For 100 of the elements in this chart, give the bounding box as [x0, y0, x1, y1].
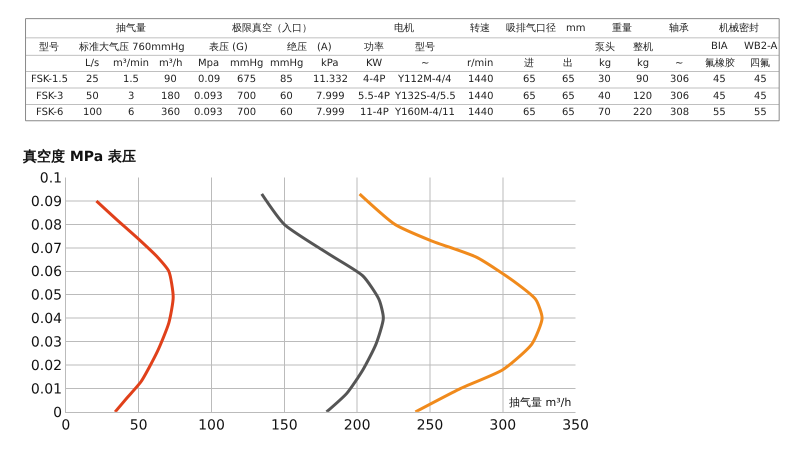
text: mmHg: [270, 58, 304, 69]
text: ~: [675, 58, 684, 69]
text: 65: [562, 74, 575, 85]
text: 308: [670, 107, 690, 118]
text: 绝压 (A): [287, 42, 332, 53]
text: 60: [280, 107, 293, 118]
x-tick-label: 50: [130, 418, 148, 434]
text: 重量: [612, 23, 632, 34]
x-tick-label: 200: [344, 418, 371, 434]
y-tick-label: 0.06: [30, 264, 62, 280]
x-tick-label: 300: [489, 418, 516, 434]
text: 型号: [415, 42, 435, 53]
text: 转速: [470, 23, 490, 34]
text: 出: [563, 58, 573, 69]
text: 45: [754, 74, 767, 85]
text: ~: [421, 58, 430, 69]
text: m³/h: [159, 58, 182, 69]
y-tick-label: 0: [53, 404, 62, 421]
x-tick-label: 150: [270, 418, 298, 434]
line-series: [358, 192, 544, 412]
text: 100: [83, 107, 102, 118]
text: 6: [128, 107, 134, 118]
y-tick-label: 0.05: [30, 288, 62, 304]
text: 7.999: [316, 91, 345, 102]
text: 65: [523, 74, 536, 85]
text: 700: [237, 91, 256, 102]
text: 电机: [394, 23, 414, 34]
text: 吸排气口径 mm: [506, 23, 586, 34]
text: m³/min: [113, 58, 149, 69]
text: 65: [562, 91, 575, 102]
text: 表压 (G): [209, 42, 248, 53]
text: r/min: [467, 58, 494, 69]
line-series: [260, 192, 385, 412]
text: 型号: [39, 42, 59, 53]
text: 55: [754, 107, 767, 118]
text: 30: [598, 74, 611, 85]
text: kg: [599, 58, 612, 69]
y-tick-label: 0.02: [30, 358, 62, 374]
x-tick-label: 100: [198, 418, 225, 434]
text: 306: [670, 91, 690, 102]
y-tick-label: 0.07: [30, 240, 62, 257]
text: 氟橡胶: [705, 58, 735, 69]
text: 11-4P: [360, 107, 389, 118]
y-tick-label: 0.08: [30, 217, 62, 234]
text: 轴承: [669, 23, 689, 34]
text: 1.5: [123, 74, 139, 85]
text: 40: [598, 91, 611, 102]
x-axis-title: 抽气量 m³/h: [509, 396, 572, 409]
text: 70: [598, 107, 611, 118]
y-tick-label: 0.03: [30, 334, 62, 351]
text: 45: [713, 74, 726, 85]
line-series: [94, 200, 175, 412]
text: 65: [523, 107, 536, 118]
text: 1440: [468, 74, 494, 85]
text: Y160M-4/11: [395, 107, 455, 118]
text: mmHg: [230, 58, 264, 69]
text: 180: [161, 91, 180, 102]
text: FSK-3: [36, 91, 64, 102]
text: 90: [164, 74, 177, 85]
text: KW: [366, 58, 382, 69]
text: 45: [713, 91, 726, 102]
x-tick-label: 350: [562, 418, 589, 434]
text: 抽气量: [116, 23, 146, 34]
text: 90: [636, 74, 649, 85]
text: 65: [562, 107, 575, 118]
text: kPa: [321, 58, 338, 69]
y-tick-label: 0.01: [30, 381, 62, 398]
text: 整机: [633, 42, 653, 53]
text: Y112M-4/4: [398, 74, 452, 85]
text: 泵头: [595, 42, 615, 53]
text: WB2-A: [744, 41, 778, 52]
text: 25: [86, 74, 99, 85]
text: 极限真空（入口）: [232, 23, 312, 34]
text: 1440: [468, 91, 494, 102]
y-tick-label: 0.09: [30, 194, 62, 210]
text: 700: [237, 107, 256, 118]
text: 7.999: [316, 107, 345, 118]
text: 5.5-4P: [358, 91, 390, 102]
text: 120: [633, 91, 652, 102]
text: FSK-1.5: [31, 74, 68, 85]
text: 标准大气压 760mmHg: [79, 42, 185, 53]
text: 11.332: [313, 74, 348, 85]
text: 220: [633, 107, 652, 118]
text: Mpa: [198, 58, 220, 69]
text: L/s: [85, 58, 100, 69]
text: 45: [754, 91, 767, 102]
text: 1440: [468, 107, 494, 118]
text: 4-4P: [363, 74, 386, 85]
text: FSK-6: [36, 107, 64, 118]
text: 机械密封: [719, 23, 759, 34]
text: 0.093: [194, 91, 223, 102]
text: 85: [280, 74, 293, 85]
text: 306: [670, 74, 690, 85]
text: 3: [128, 91, 134, 102]
text: kg: [637, 58, 650, 69]
text: 进: [524, 58, 534, 69]
y-tick-label: 0.04: [30, 311, 62, 328]
text: 功率: [364, 42, 384, 53]
text: 55: [713, 107, 726, 118]
text: 0.093: [194, 107, 223, 118]
